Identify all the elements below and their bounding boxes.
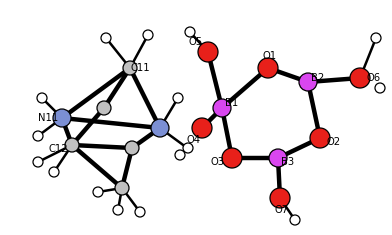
Circle shape — [290, 215, 300, 225]
Circle shape — [33, 157, 43, 167]
Circle shape — [192, 118, 212, 138]
Circle shape — [115, 181, 129, 195]
Circle shape — [375, 83, 385, 93]
Text: O2: O2 — [327, 137, 341, 147]
Circle shape — [350, 68, 370, 88]
Circle shape — [222, 148, 242, 168]
Text: B3: B3 — [281, 157, 294, 167]
Circle shape — [65, 138, 79, 152]
Circle shape — [97, 101, 111, 115]
Circle shape — [371, 33, 381, 43]
Text: O4: O4 — [187, 135, 201, 145]
Circle shape — [269, 149, 287, 167]
Circle shape — [198, 42, 218, 62]
Circle shape — [53, 109, 71, 127]
Circle shape — [175, 150, 185, 160]
Circle shape — [151, 119, 169, 137]
Circle shape — [310, 128, 330, 148]
Circle shape — [270, 188, 290, 208]
Text: B2: B2 — [311, 73, 325, 83]
Text: O6: O6 — [367, 73, 381, 83]
Circle shape — [299, 73, 317, 91]
Circle shape — [125, 141, 139, 155]
Circle shape — [143, 30, 153, 40]
Circle shape — [135, 207, 145, 217]
Text: O7: O7 — [275, 205, 289, 215]
Circle shape — [33, 131, 43, 141]
Text: O5: O5 — [189, 37, 203, 47]
Text: O1: O1 — [263, 51, 277, 61]
Text: N11: N11 — [38, 113, 58, 123]
Text: C12: C12 — [48, 144, 68, 154]
Circle shape — [173, 93, 183, 103]
Circle shape — [37, 93, 47, 103]
Circle shape — [185, 27, 195, 37]
Circle shape — [213, 99, 231, 117]
Text: O3: O3 — [211, 157, 225, 167]
Circle shape — [93, 187, 103, 197]
Circle shape — [101, 33, 111, 43]
Circle shape — [183, 143, 193, 153]
Circle shape — [49, 167, 59, 177]
Circle shape — [123, 61, 137, 75]
Circle shape — [258, 58, 278, 78]
Circle shape — [113, 205, 123, 215]
Text: B1: B1 — [225, 98, 239, 108]
Text: C11: C11 — [130, 63, 150, 73]
